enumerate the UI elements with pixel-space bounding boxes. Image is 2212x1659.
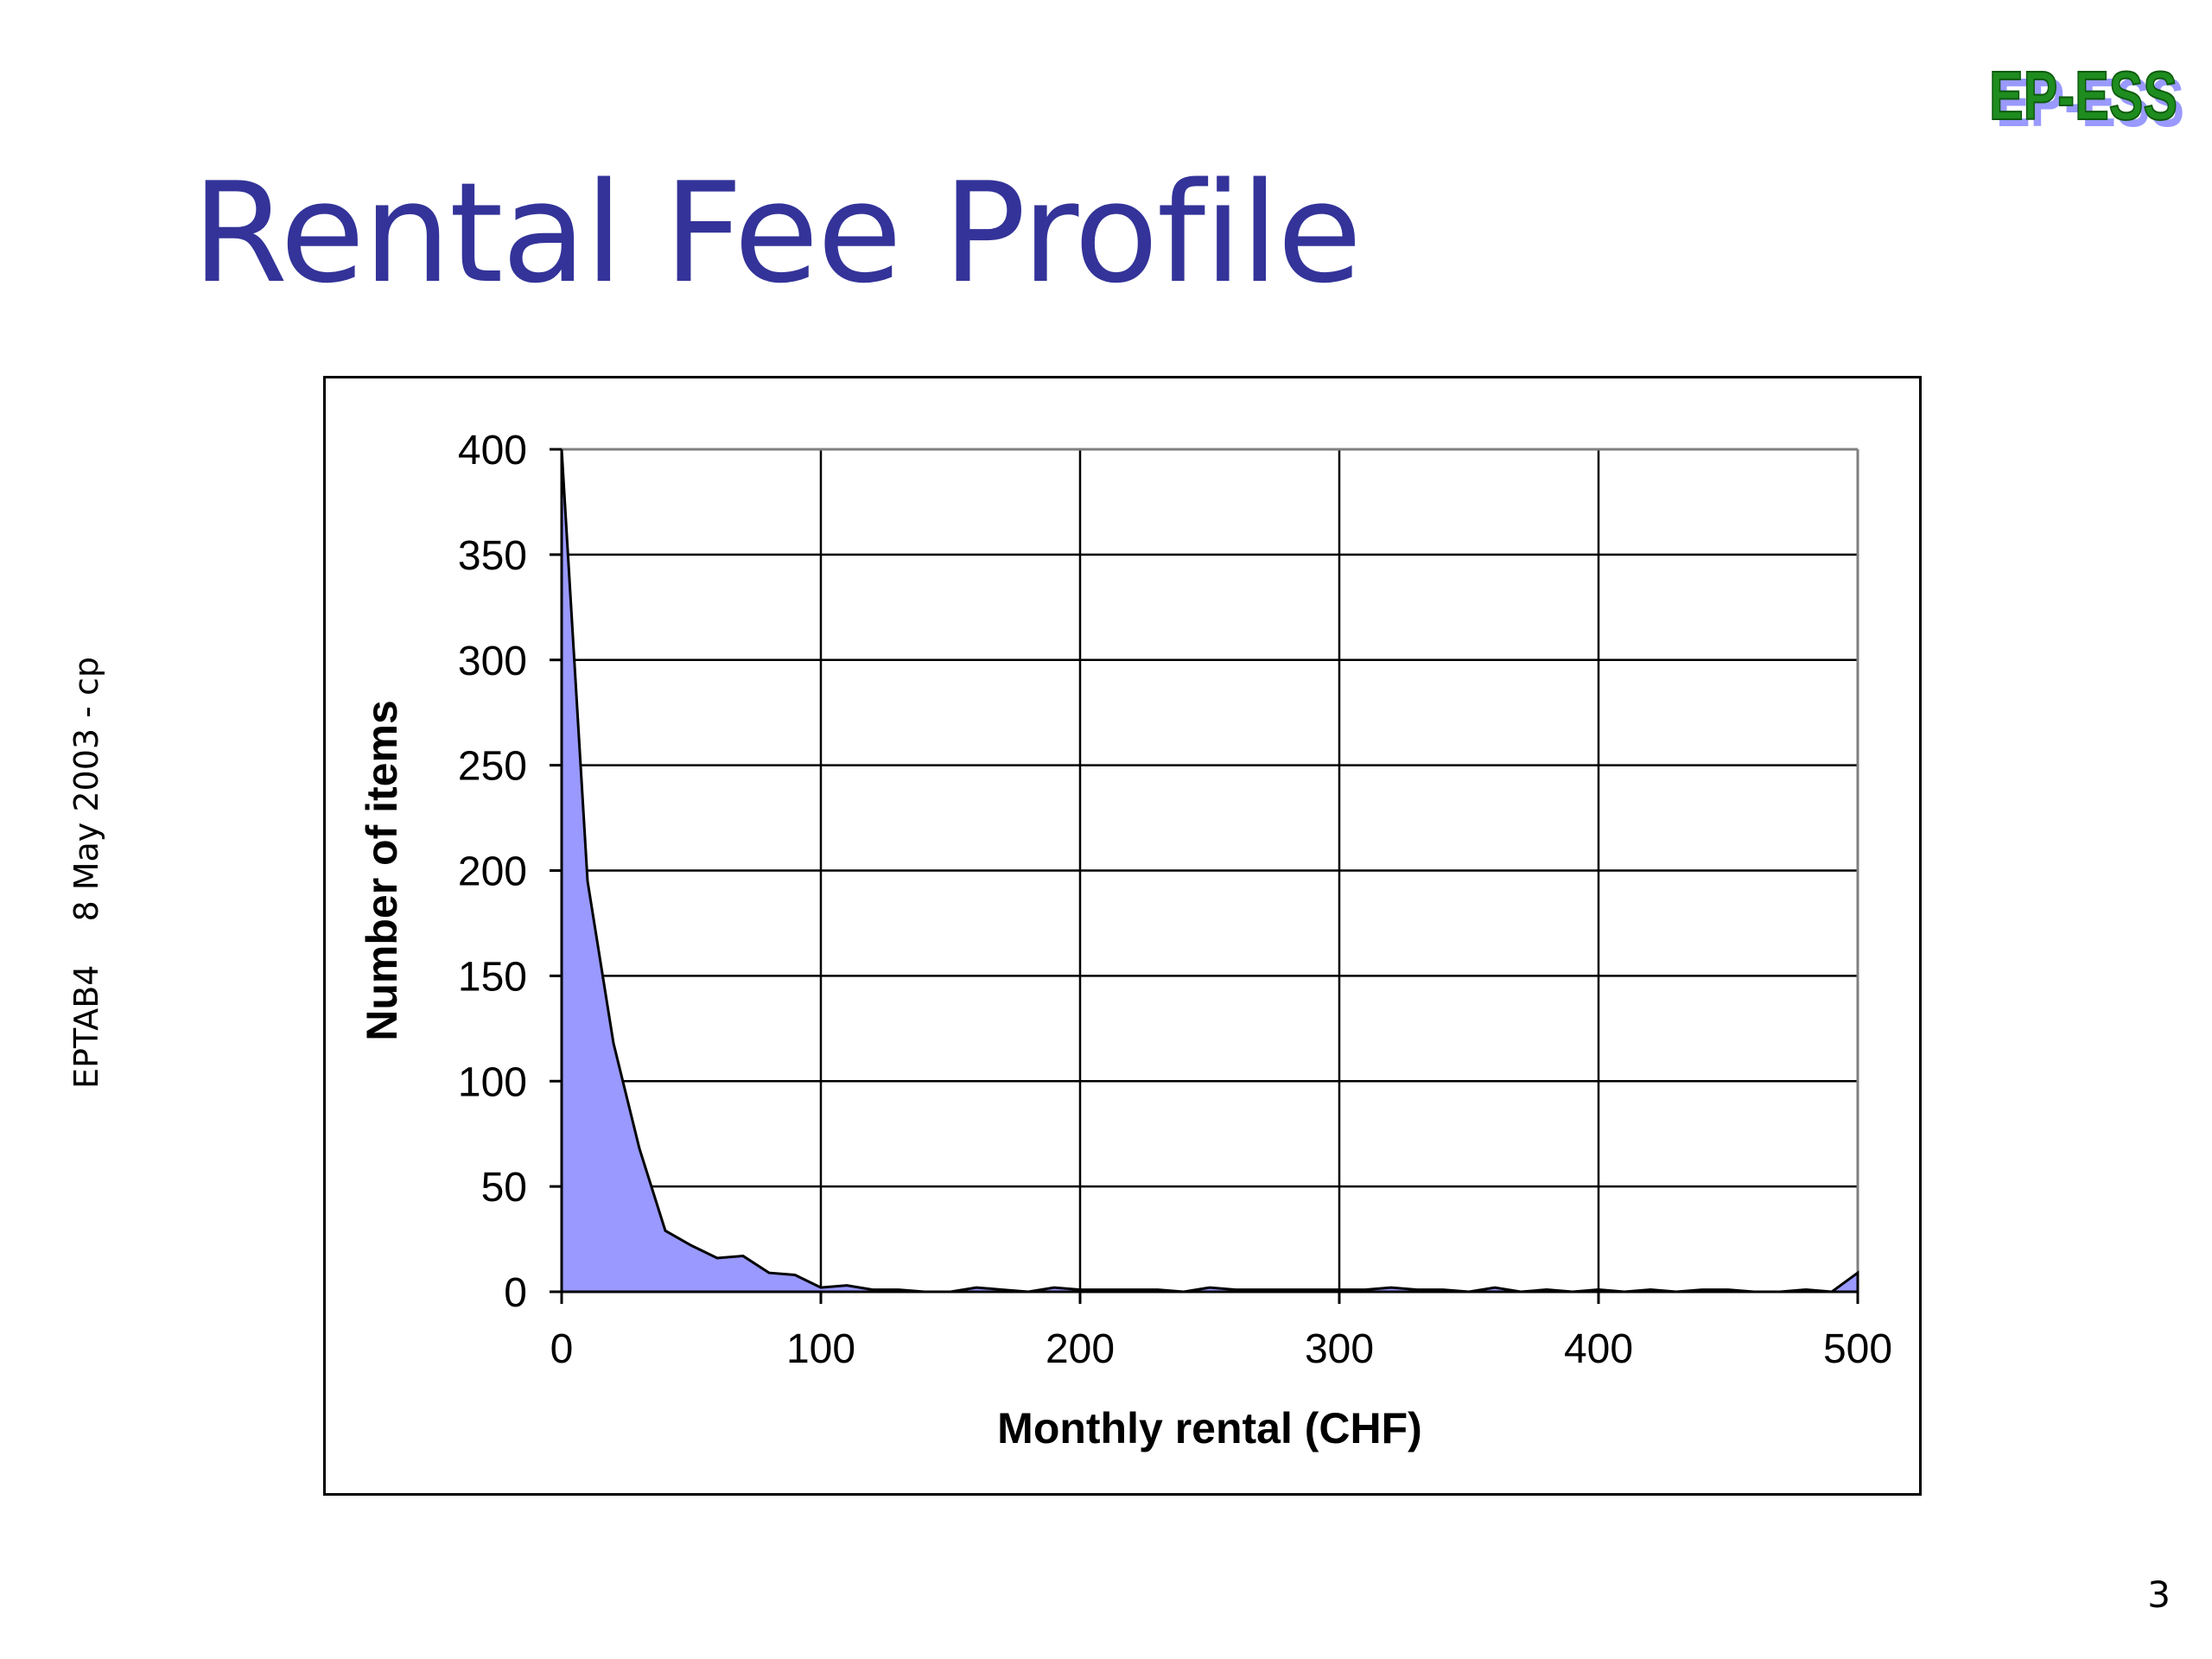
tick-labels: 0 50 100 150 200 250 300 350 400 0 100 200 300 400 500 <box>458 428 1892 1372</box>
x-tick-label: 200 <box>1046 1326 1115 1372</box>
y-tick-label: 250 <box>458 744 527 790</box>
y-axis-title: Number of items <box>358 700 406 1041</box>
footer-side-label: EPTAB4 8 May 2003 - cp <box>67 657 105 1089</box>
chart-grid <box>560 448 1859 1294</box>
y-tick-label: 350 <box>458 533 527 579</box>
y-tick-label: 300 <box>458 639 527 684</box>
chart-axes <box>550 448 1859 1304</box>
page-number: 3 <box>2147 1573 2171 1616</box>
slide-title: Rental Fee Profile <box>192 152 1362 314</box>
y-tick-label: 100 <box>458 1059 527 1105</box>
y-tick-label: 400 <box>458 428 527 474</box>
y-tick-label: 0 <box>504 1270 527 1316</box>
x-axis-title: Monthly rental (CHF) <box>997 1404 1422 1452</box>
x-tick-label: 100 <box>786 1326 855 1372</box>
side-label-right: 8 May 2003 - cp <box>67 657 105 922</box>
x-tick-label: 400 <box>1564 1326 1633 1372</box>
logo-shadow: EP-ESS <box>1996 64 2184 141</box>
side-label-left: EPTAB4 <box>67 964 105 1089</box>
y-tick-label: 200 <box>458 849 527 895</box>
x-tick-label: 300 <box>1305 1326 1374 1372</box>
y-tick-label: 150 <box>458 954 527 1000</box>
rental-fee-area-chart: 0 50 100 150 200 250 300 350 400 0 100 200 300 400 500… <box>358 428 1892 1452</box>
ep-ess-logo: EP-ESS EP-ESS <box>1988 56 2184 141</box>
logo-text: EP-ESS <box>1989 57 2177 134</box>
x-tick-label: 0 <box>550 1326 574 1372</box>
x-tick-label: 500 <box>1823 1326 1892 1372</box>
y-tick-label: 50 <box>481 1165 527 1211</box>
